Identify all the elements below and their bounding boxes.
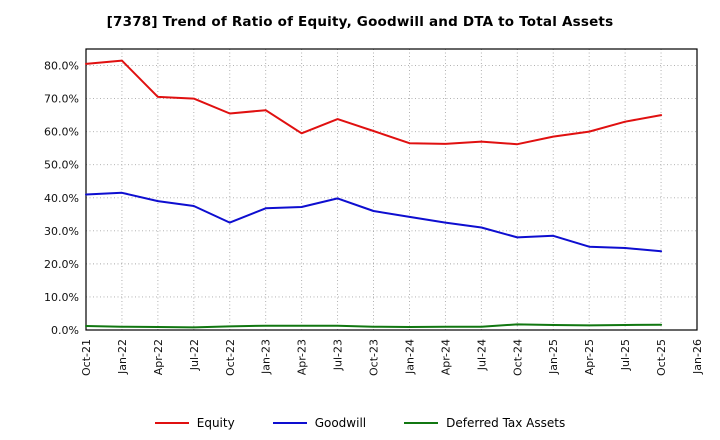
svg-text:50.0%: 50.0% (44, 159, 79, 172)
svg-text:20.0%: 20.0% (44, 258, 79, 271)
svg-text:Apr-23: Apr-23 (296, 339, 309, 375)
legend-item-equity: Equity (154, 416, 235, 430)
svg-text:Jul-22: Jul-22 (188, 339, 201, 371)
svg-text:60.0%: 60.0% (44, 126, 79, 139)
svg-text:Jul-25: Jul-25 (619, 339, 632, 371)
svg-text:Apr-22: Apr-22 (152, 339, 165, 375)
chart-legend: Equity Goodwill Deferred Tax Assets (0, 416, 720, 430)
svg-text:80.0%: 80.0% (44, 60, 79, 73)
chart-title: [7378] Trend of Ratio of Equity, Goodwil… (106, 14, 614, 30)
svg-text:Jan-25: Jan-25 (547, 339, 560, 375)
goodwill-line-sample-icon (272, 422, 307, 424)
svg-text:Oct-25: Oct-25 (655, 339, 668, 376)
equity-line-sample-icon (154, 422, 189, 424)
svg-text:Jul-24: Jul-24 (475, 339, 488, 371)
legend-label-deferred-tax-assets: Deferred Tax Assets (446, 416, 566, 430)
legend-item-goodwill: Goodwill (272, 416, 367, 430)
svg-text:70.0%: 70.0% (44, 93, 79, 106)
legend-label-goodwill: Goodwill (314, 416, 367, 430)
svg-text:Jan-24: Jan-24 (403, 339, 416, 375)
deferred-tax-assets-line-sample-icon (404, 422, 439, 424)
svg-text:Jul-23: Jul-23 (332, 339, 345, 371)
svg-text:30.0%: 30.0% (44, 225, 79, 238)
svg-text:Oct-24: Oct-24 (511, 339, 524, 376)
line-chart-plot-area: 0.0% 10.0% 20.0% 30.0% 40.0% 50.0% 60.0% 70.0% 8… (44, 48, 704, 376)
svg-text:0.0%: 0.0% (51, 324, 79, 337)
svg-text:Apr-24: Apr-24 (439, 339, 452, 375)
svg-text:Oct-22: Oct-22 (224, 339, 237, 376)
svg-text:Jan-22: Jan-22 (116, 339, 129, 375)
legend-label-equity: Equity (196, 416, 235, 430)
svg-text:Jan-23: Jan-23 (260, 339, 273, 375)
svg-text:Apr-25: Apr-25 (583, 339, 596, 375)
svg-text:Jan-26: Jan-26 (691, 339, 704, 375)
svg-text:Oct-23: Oct-23 (368, 339, 381, 376)
svg-text:40.0%: 40.0% (44, 192, 79, 205)
svg-text:Oct-21: Oct-21 (80, 339, 93, 376)
legend-item-deferred-tax-assets: Deferred Tax Assets (404, 416, 565, 430)
svg-text:10.0%: 10.0% (44, 291, 79, 304)
